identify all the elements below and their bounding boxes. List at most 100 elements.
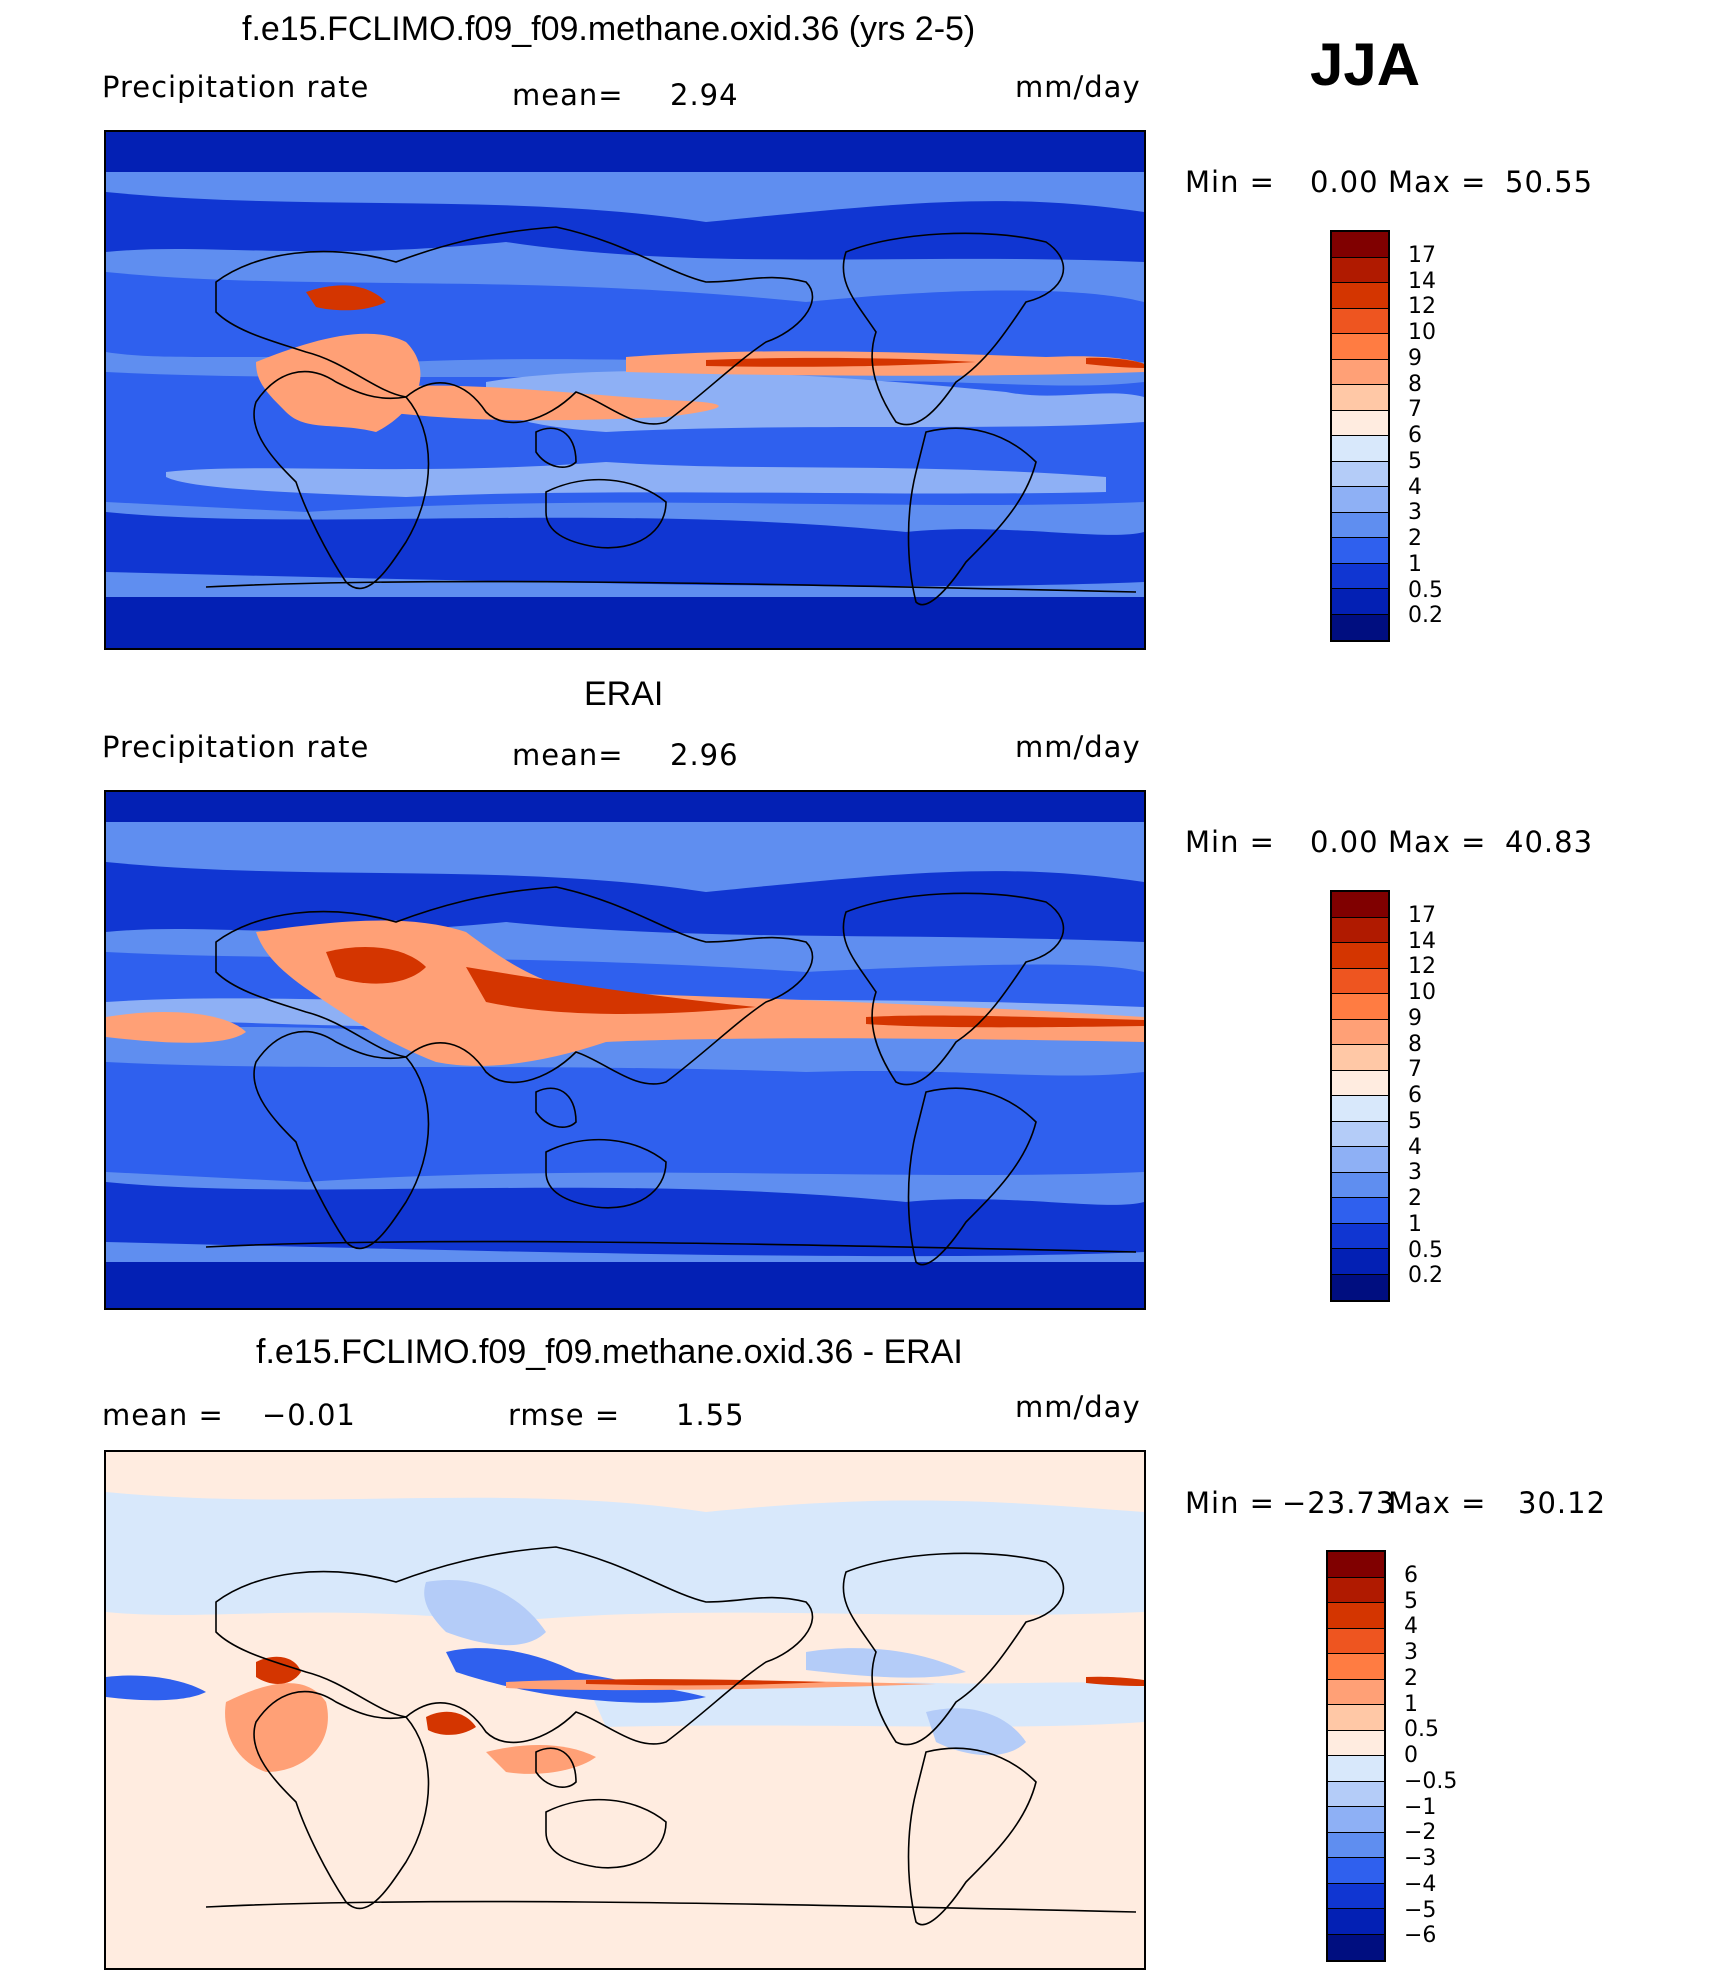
colorbar-cell (1328, 1807, 1384, 1833)
contour-band (466, 967, 756, 1014)
colorbar-tick-label: −5 (1404, 1897, 1437, 1923)
colorbar-tick-label: 14 (1408, 268, 1436, 294)
contour-band (424, 1580, 546, 1646)
colorbar-cell (1332, 359, 1388, 385)
colorbar-tick-label: 3 (1408, 1160, 1422, 1186)
panel1-mean-label: mean= (512, 78, 624, 112)
colorbar-tick-label: 17 (1408, 242, 1436, 268)
colorbar-tick-label: 9 (1408, 1005, 1422, 1031)
contour-band (106, 597, 1144, 648)
colorbar-tick-label: −6 (1404, 1923, 1437, 1949)
colorbar-tick-label: 0.5 (1404, 1717, 1439, 1743)
panel3-colorbar (1326, 1550, 1386, 1962)
coastline (205, 1240, 1137, 1253)
contour-band (306, 285, 386, 311)
colorbar-cell (1328, 1705, 1384, 1731)
colorbar-cell (1328, 1883, 1384, 1909)
colorbar-cell (1328, 1909, 1384, 1935)
colorbar-tick-label: −4 (1404, 1871, 1437, 1897)
colorbar-cell (1332, 538, 1388, 564)
colorbar-cell (1332, 968, 1388, 994)
colorbar-cell (1328, 1628, 1384, 1654)
contour-band (106, 1492, 1144, 1622)
colorbar-tick-label: 2 (1408, 526, 1422, 551)
colorbar-tick-label: 4 (1408, 474, 1422, 500)
colorbar-tick-label: −3 (1404, 1846, 1437, 1871)
panel1-min-value: 0.00 (1310, 165, 1379, 199)
contour-band (426, 1711, 476, 1735)
panel1-colorbar-ticks: 17 14 12 10 9 8 7 6 5 4 3 2 1 0.5 0.2 (1408, 230, 1488, 642)
colorbar-cell (1332, 1223, 1388, 1249)
colorbar-cell (1332, 1198, 1388, 1224)
contour-band (106, 1675, 206, 1701)
coastline (907, 427, 1037, 606)
colorbar-tick-label: −2 (1404, 1820, 1437, 1846)
panel2-mean-value: 2.96 (670, 738, 739, 772)
contour-band (106, 192, 1144, 262)
colorbar-cell (1332, 917, 1388, 943)
coastline (842, 232, 1065, 426)
colorbar-tick-label: −0.5 (1404, 1768, 1458, 1794)
colorbar-cell (1332, 1172, 1388, 1198)
colorbar-tick-label: 6 (1404, 1562, 1418, 1588)
colorbar-cell (1332, 512, 1388, 538)
contour-band (1086, 357, 1144, 368)
colorbar-cell (1332, 385, 1388, 411)
panel3-max-value: 30.12 (1518, 1486, 1607, 1520)
contour-band (106, 1062, 1144, 1182)
colorbar-tick-label: 3 (1404, 1640, 1418, 1665)
contour-band (806, 1648, 966, 1678)
coastline (545, 1798, 667, 1869)
colorbar-cell (1328, 1603, 1384, 1629)
colorbar-tick-label: 1 (1408, 551, 1422, 577)
colorbar-cell (1332, 487, 1388, 513)
colorbar-cell (1328, 1654, 1384, 1680)
coastline (545, 1138, 667, 1209)
contour-band (106, 792, 1144, 822)
colorbar-tick-label: 4 (1408, 1134, 1422, 1160)
contour-band (926, 1708, 1026, 1756)
colorbar-tick-label: 0.2 (1408, 603, 1443, 629)
colorbar-tick-label: 1 (1408, 1211, 1422, 1237)
colorbar-tick-label: 0.2 (1408, 1263, 1443, 1289)
colorbar-cell (1332, 994, 1388, 1020)
panel1-units: mm/day (1015, 70, 1141, 104)
colorbar-cell (1328, 1756, 1384, 1782)
panel2-min-label: Min = (1185, 825, 1275, 859)
colorbar-tick-label: 12 (1408, 294, 1436, 320)
colorbar-tick-label: 1 (1404, 1691, 1418, 1717)
colorbar-tick-label: 8 (1408, 1031, 1422, 1057)
colorbar-cell (1328, 1832, 1384, 1858)
contour-band (106, 1262, 1144, 1308)
colorbar-cell (1332, 1274, 1388, 1300)
colorbar-cell (1332, 283, 1388, 309)
contour-band (586, 1679, 1144, 1727)
colorbar-cell (1332, 461, 1388, 487)
panel2-mean-label: mean= (512, 738, 624, 772)
colorbar-cell (1328, 1730, 1384, 1756)
coastline (253, 1030, 430, 1250)
panel2-units: mm/day (1015, 730, 1141, 764)
colorbar-tick-label: 0.5 (1408, 577, 1443, 603)
colorbar-tick-label: 2 (1404, 1665, 1418, 1691)
colorbar-tick-label: 2 (1408, 1186, 1422, 1211)
colorbar-tick-label: 12 (1408, 954, 1436, 980)
colorbar-cell (1332, 1121, 1388, 1147)
colorbar-cell (1332, 1045, 1388, 1071)
coastline (253, 1690, 430, 1910)
season-label: JJA (1310, 31, 1421, 98)
coastline (907, 1087, 1037, 1266)
panel1-mean-value: 2.94 (670, 78, 739, 112)
colorbar-cell (1332, 1019, 1388, 1045)
colorbar-cell (1328, 1679, 1384, 1705)
coastline (205, 580, 1137, 593)
contour-band (106, 512, 1144, 587)
coastline (535, 1747, 577, 1788)
panel1-map (104, 130, 1146, 650)
contour-band (486, 1745, 596, 1774)
colorbar-cell (1328, 1552, 1384, 1578)
colorbar-cell (1328, 1858, 1384, 1884)
panel1-max-label: Max = (1388, 165, 1487, 199)
colorbar-cell (1332, 892, 1388, 918)
contour-band (1086, 1676, 1144, 1686)
